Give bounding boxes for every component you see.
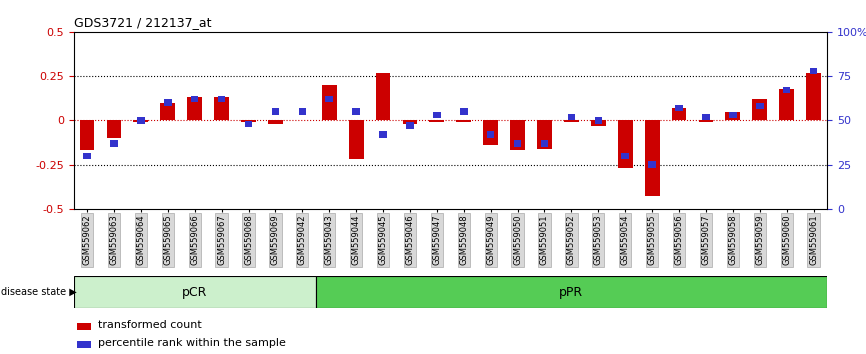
Bar	[268, 120, 283, 124]
Bar	[567, 114, 575, 120]
Bar	[137, 117, 145, 124]
Bar	[245, 121, 252, 127]
Bar	[326, 96, 333, 102]
Bar	[77, 341, 91, 348]
Bar	[591, 120, 605, 126]
Text: pPR: pPR	[559, 286, 584, 298]
Bar	[403, 120, 417, 124]
Bar	[299, 108, 306, 115]
Bar	[322, 85, 337, 120]
Bar	[810, 68, 818, 74]
Bar	[433, 112, 441, 118]
Text: pCR: pCR	[182, 286, 207, 298]
Bar	[806, 73, 821, 120]
Text: GDS3721 / 212137_at: GDS3721 / 212137_at	[74, 16, 211, 29]
Bar	[514, 140, 521, 147]
Bar	[672, 108, 687, 120]
Bar	[779, 88, 794, 120]
Bar	[487, 131, 494, 138]
Bar	[187, 97, 202, 120]
Bar	[702, 114, 710, 120]
Bar	[133, 120, 148, 122]
Bar	[83, 153, 91, 159]
Text: disease state ▶: disease state ▶	[1, 287, 76, 297]
Bar	[160, 103, 175, 120]
Bar	[352, 108, 360, 115]
Bar	[649, 161, 656, 168]
Bar	[430, 120, 444, 122]
Bar	[107, 120, 121, 138]
Bar	[191, 96, 198, 102]
Bar	[483, 120, 498, 145]
Bar	[699, 120, 714, 122]
Bar	[675, 105, 682, 111]
Bar	[218, 96, 225, 102]
Bar	[74, 276, 316, 308]
Bar	[510, 120, 525, 150]
Bar	[729, 112, 737, 118]
Bar	[272, 108, 279, 115]
Bar	[783, 87, 791, 93]
Bar	[456, 120, 471, 122]
Bar	[316, 276, 827, 308]
Bar	[406, 122, 414, 129]
Bar	[644, 120, 660, 196]
Bar	[379, 131, 387, 138]
Bar	[164, 99, 171, 106]
Bar	[753, 99, 767, 120]
Bar	[726, 112, 740, 120]
Text: transformed count: transformed count	[98, 320, 202, 330]
Bar	[241, 120, 256, 122]
Bar	[617, 120, 633, 168]
Bar	[80, 120, 94, 150]
Bar	[349, 120, 364, 159]
Bar	[460, 108, 468, 115]
Bar	[756, 103, 764, 109]
Bar	[540, 140, 548, 147]
Bar	[564, 120, 578, 122]
Bar	[537, 120, 552, 149]
Text: percentile rank within the sample: percentile rank within the sample	[98, 338, 286, 348]
Bar	[622, 153, 629, 159]
Bar	[595, 117, 602, 124]
Bar	[376, 73, 391, 120]
Bar	[77, 323, 91, 330]
Bar	[214, 97, 229, 120]
Bar	[110, 140, 118, 147]
